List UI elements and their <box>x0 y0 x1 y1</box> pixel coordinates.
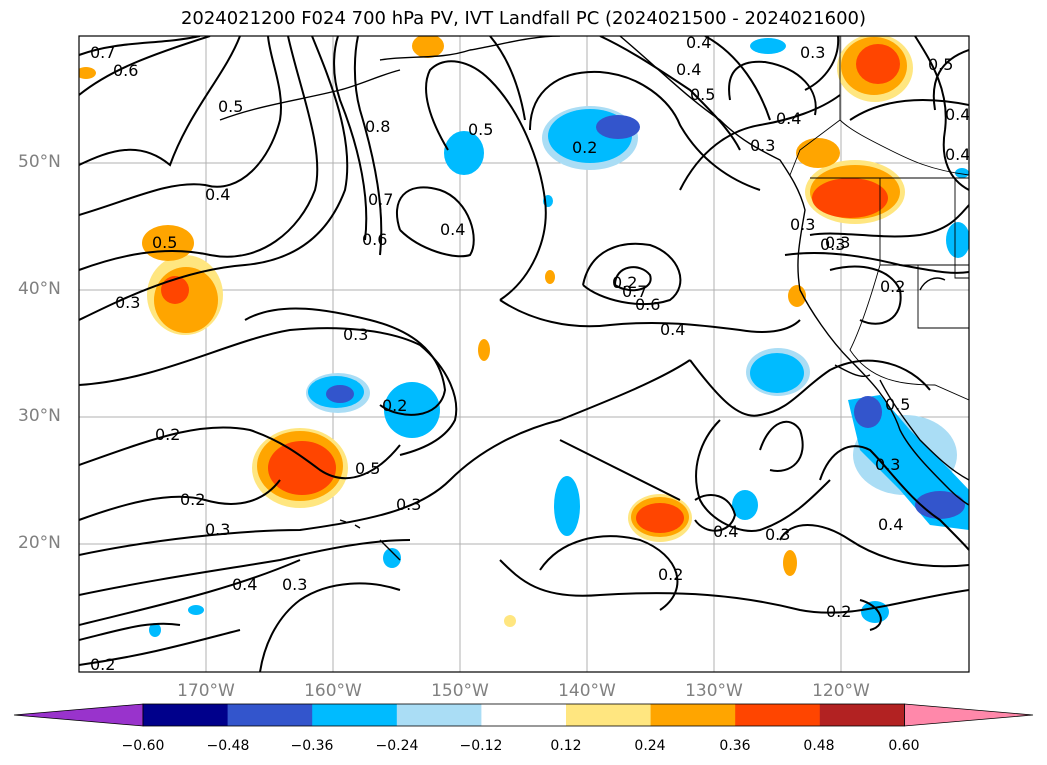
contour-label: 0.2 <box>658 565 683 584</box>
lon-label-140w: 140°W <box>558 681 616 701</box>
contour-label: 0.4 <box>945 105 970 124</box>
lat-label-40n: 40°N <box>18 279 61 299</box>
contour-label: 0.4 <box>205 185 230 204</box>
neg-blob-north-pacific <box>444 131 484 175</box>
lon-label-170w: 170°W <box>177 681 235 701</box>
colorbar-tick-label: 0.60 <box>888 738 920 754</box>
contour-label: 0.3 <box>820 235 845 254</box>
colorbar-tick-label: −0.36 <box>290 738 334 754</box>
contour-label: 0.4 <box>440 220 465 239</box>
lon-label-160w: 160°W <box>304 681 362 701</box>
colorbar-segment <box>312 704 398 726</box>
lat-label-20n: 20°N <box>18 533 61 553</box>
contour-label: 0.6 <box>113 61 138 80</box>
contour-label: 0.4 <box>776 109 801 128</box>
colorbar-segment <box>143 704 229 726</box>
colorbar-segment <box>396 704 482 726</box>
contour-label: 0.3 <box>343 325 368 344</box>
contour-label: 0.3 <box>765 525 790 544</box>
colorbar-segment <box>735 704 821 726</box>
contour-label: 0.4 <box>676 60 701 79</box>
lon-label-130w: 130°W <box>685 681 743 701</box>
colorbar-segment <box>227 704 313 726</box>
pv-contours <box>79 36 969 672</box>
contour-label: 0.4 <box>660 320 685 339</box>
colorbar-tick-label: 0.36 <box>719 738 751 754</box>
colorbar-segment <box>481 704 567 726</box>
colorbar-segment <box>819 704 905 726</box>
contour-label: 0.4 <box>878 515 903 534</box>
contour-label: 0.7 <box>90 43 115 62</box>
colorbar <box>13 703 1034 727</box>
lon-label-120w: 120°W <box>812 681 870 701</box>
colorbar-tick-label: −0.24 <box>375 738 419 754</box>
contour-label: 0.4 <box>232 575 257 594</box>
contour-label: 0.4 <box>713 522 738 541</box>
contour-label: 0.3 <box>825 233 850 252</box>
contour-label: 0.3 <box>282 575 307 594</box>
shading-negative <box>149 38 969 637</box>
contour-label: 0.5 <box>218 97 243 116</box>
contour-label: 0.3 <box>115 293 140 312</box>
contour-label: 0.2 <box>90 655 115 674</box>
colorbar-tick-label: −0.60 <box>121 738 165 754</box>
contour-label: 0.3 <box>790 215 815 234</box>
contour-label: 0.6 <box>362 230 387 249</box>
contour-label: 0.8 <box>365 117 390 136</box>
contour-label: 0.7 <box>368 190 393 209</box>
colorbar-tick-label: −0.12 <box>459 738 503 754</box>
contour-label: 0.3 <box>750 136 775 155</box>
colorbar-tick-label: 0.48 <box>803 738 835 754</box>
colorbar-tick-label: 0.24 <box>634 738 666 754</box>
contour-label: 0.7 <box>622 282 647 301</box>
lon-label-150w: 150°W <box>431 681 489 701</box>
contour-label: 0.2 <box>612 273 637 292</box>
contour-label: 0.5 <box>928 55 953 74</box>
contour-label: 0.3 <box>800 43 825 62</box>
colorbar-frame <box>142 703 905 727</box>
contour-label: 0.5 <box>468 120 493 139</box>
colorbar-segment <box>650 704 736 726</box>
contour-labels: 0.7 0.6 0.4 0.3 0.5 0.8 0.7 0.6 0.5 0.2 … <box>90 33 970 674</box>
contour-label: 0.4 <box>686 33 711 52</box>
colorbar-segment <box>566 704 652 726</box>
contour-label: 0.6 <box>635 295 660 314</box>
colorbar-tick-label: −0.48 <box>206 738 250 754</box>
contour-label: 0.2 <box>826 602 851 621</box>
lat-label-50n: 50°N <box>18 152 61 172</box>
map-title: 2024021200 F024 700 hPa PV, IVT Landfall… <box>180 8 867 29</box>
contour-label: 0.2 <box>155 425 180 444</box>
lat-label-30n: 30°N <box>18 406 61 426</box>
contour-label: 0.2 <box>382 396 407 415</box>
contour-label: 0.5 <box>355 459 380 478</box>
political-borders <box>789 36 969 401</box>
contour-label: 0.3 <box>875 455 900 474</box>
contour-label: 0.2 <box>572 138 597 157</box>
contour-label: 0.3 <box>205 520 230 539</box>
colorbar-extend-high <box>904 703 1034 727</box>
coastlines <box>219 36 969 561</box>
contour-label: 0.4 <box>945 145 970 164</box>
contour-label: 0.2 <box>180 490 205 509</box>
colorbar-tick-label: 0.12 <box>550 738 582 754</box>
contour-label: 0.5 <box>152 233 177 252</box>
contour-label: 0.5 <box>690 85 715 104</box>
contour-label: 0.2 <box>880 277 905 296</box>
colorbar-extend-low <box>13 703 144 727</box>
plot-frame <box>78 35 970 673</box>
contour-label: 0.5 <box>885 395 910 414</box>
contour-label: 0.3 <box>396 495 421 514</box>
